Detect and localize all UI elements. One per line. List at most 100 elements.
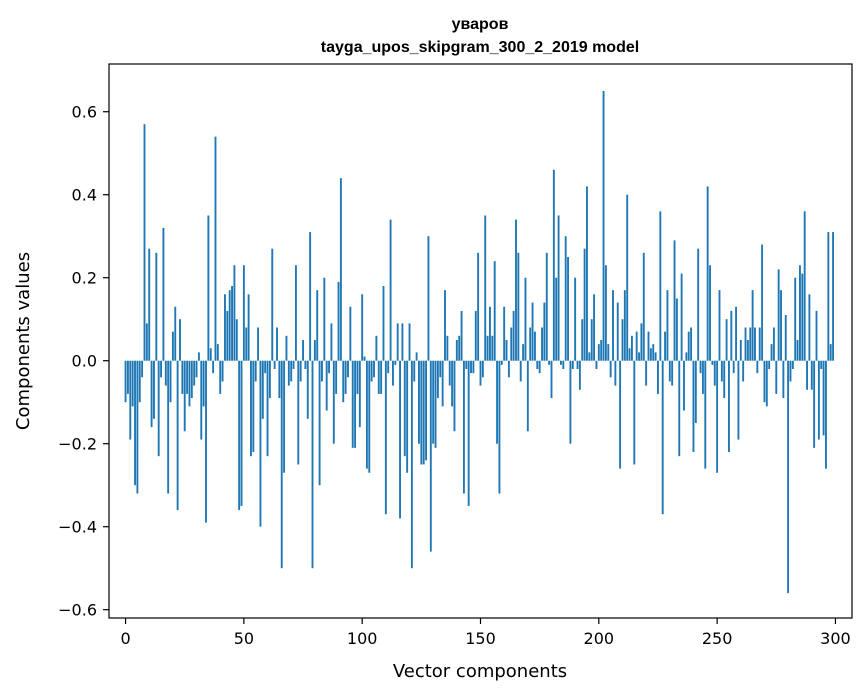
bar-251 — [718, 290, 721, 361]
bar-275 — [775, 360, 778, 394]
bar-77 — [306, 360, 309, 419]
bar-153 — [486, 335, 489, 361]
bar-235 — [680, 273, 683, 361]
bar-249 — [713, 360, 716, 386]
bar-242 — [697, 248, 700, 361]
bar-179 — [548, 360, 551, 365]
bar-1 — [126, 360, 129, 394]
bar-4 — [134, 360, 136, 486]
bar-199 — [595, 360, 598, 370]
bar-255 — [728, 360, 730, 453]
bar-75 — [302, 339, 304, 361]
bar-91 — [339, 178, 342, 361]
bar-222 — [649, 348, 652, 361]
bar-0 — [124, 360, 127, 403]
bar-6 — [138, 360, 141, 403]
bar-99 — [358, 360, 361, 428]
bar-93 — [344, 360, 347, 394]
bar-142 — [460, 310, 463, 361]
bar-230 — [668, 360, 671, 382]
bar-125 — [420, 360, 423, 465]
bar-22 — [176, 360, 179, 511]
bar-150 — [479, 360, 482, 386]
bar-278 — [782, 360, 785, 399]
bar-121 — [410, 360, 413, 569]
x-tick-label-300: 300 — [820, 629, 851, 648]
bar-144 — [465, 360, 468, 370]
y-tick-label-2: −0.2 — [58, 435, 97, 454]
bar-285 — [799, 265, 801, 361]
bar-83 — [321, 360, 323, 382]
bar-42 — [224, 294, 226, 361]
bar-298 — [829, 344, 832, 361]
bar-113 — [392, 360, 394, 386]
bar-120 — [408, 323, 411, 361]
bar-95 — [349, 306, 352, 361]
bar-289 — [808, 294, 811, 361]
bar-295 — [822, 360, 825, 436]
bar-217 — [638, 352, 640, 361]
bar-55 — [254, 360, 257, 382]
bar-216 — [635, 331, 638, 361]
bar-79 — [311, 360, 314, 569]
chart-title: уваров — [452, 16, 509, 33]
bar-12 — [153, 360, 155, 419]
y-tick-label-6: 0.6 — [72, 103, 97, 122]
bar-8 — [143, 124, 146, 361]
bar-138 — [451, 360, 454, 407]
bar-231 — [671, 360, 674, 386]
bar-104 — [370, 360, 373, 382]
bar-32 — [200, 360, 203, 440]
bar-34 — [205, 360, 207, 523]
bar-57 — [259, 360, 262, 527]
bar-100 — [361, 294, 364, 361]
bar-30 — [195, 360, 198, 378]
bar-60 — [266, 360, 269, 457]
bar-220 — [645, 360, 648, 386]
x-tick-label-200: 200 — [584, 629, 615, 648]
bar-164 — [512, 310, 515, 361]
bar-279 — [784, 315, 787, 361]
y-tick-label-3: 0.0 — [72, 352, 97, 371]
bar-69 — [287, 360, 290, 386]
bar-14 — [157, 360, 160, 457]
bar-211 — [623, 290, 626, 361]
bar-203 — [604, 265, 607, 361]
bar-197 — [590, 319, 593, 361]
bar-234 — [678, 360, 681, 457]
bar-288 — [806, 360, 808, 390]
bar-5 — [136, 360, 139, 494]
bar-132 — [436, 360, 439, 399]
bar-45 — [231, 286, 233, 361]
bar-243 — [699, 360, 702, 374]
bar-90 — [337, 281, 340, 361]
bar-277 — [780, 290, 782, 361]
y-axis-ticks: −0.6 −0.4 −0.2 0.0 0.2 0.4 0.6 — [58, 103, 109, 620]
bar-54 — [252, 360, 255, 453]
bar-118 — [403, 360, 406, 457]
bar-143 — [462, 360, 465, 494]
x-tick-label-0: 0 — [120, 629, 130, 648]
bar-61 — [268, 360, 271, 399]
y-tick-label-5: 0.4 — [72, 186, 97, 205]
bar-202 — [602, 90, 605, 361]
bar-65 — [278, 360, 281, 399]
bar-224 — [654, 352, 657, 361]
bar-23 — [179, 319, 181, 361]
bar-52 — [247, 294, 250, 361]
bar-261 — [742, 360, 745, 382]
x-axis-ticks: 0 50 100 150 200 250 300 — [120, 618, 851, 648]
bar-163 — [510, 327, 513, 361]
bar-184 — [560, 360, 562, 365]
bar-115 — [396, 323, 399, 361]
bar-109 — [382, 286, 385, 361]
bar-51 — [245, 327, 248, 361]
bar-193 — [581, 319, 584, 361]
bar-135 — [444, 290, 446, 361]
bar-182 — [555, 277, 558, 361]
x-tick-label-100: 100 — [347, 629, 378, 648]
bar-201 — [600, 339, 603, 361]
bar-200 — [597, 344, 600, 361]
y-tick-label-1: −0.4 — [58, 518, 97, 537]
bar-240 — [692, 360, 695, 453]
